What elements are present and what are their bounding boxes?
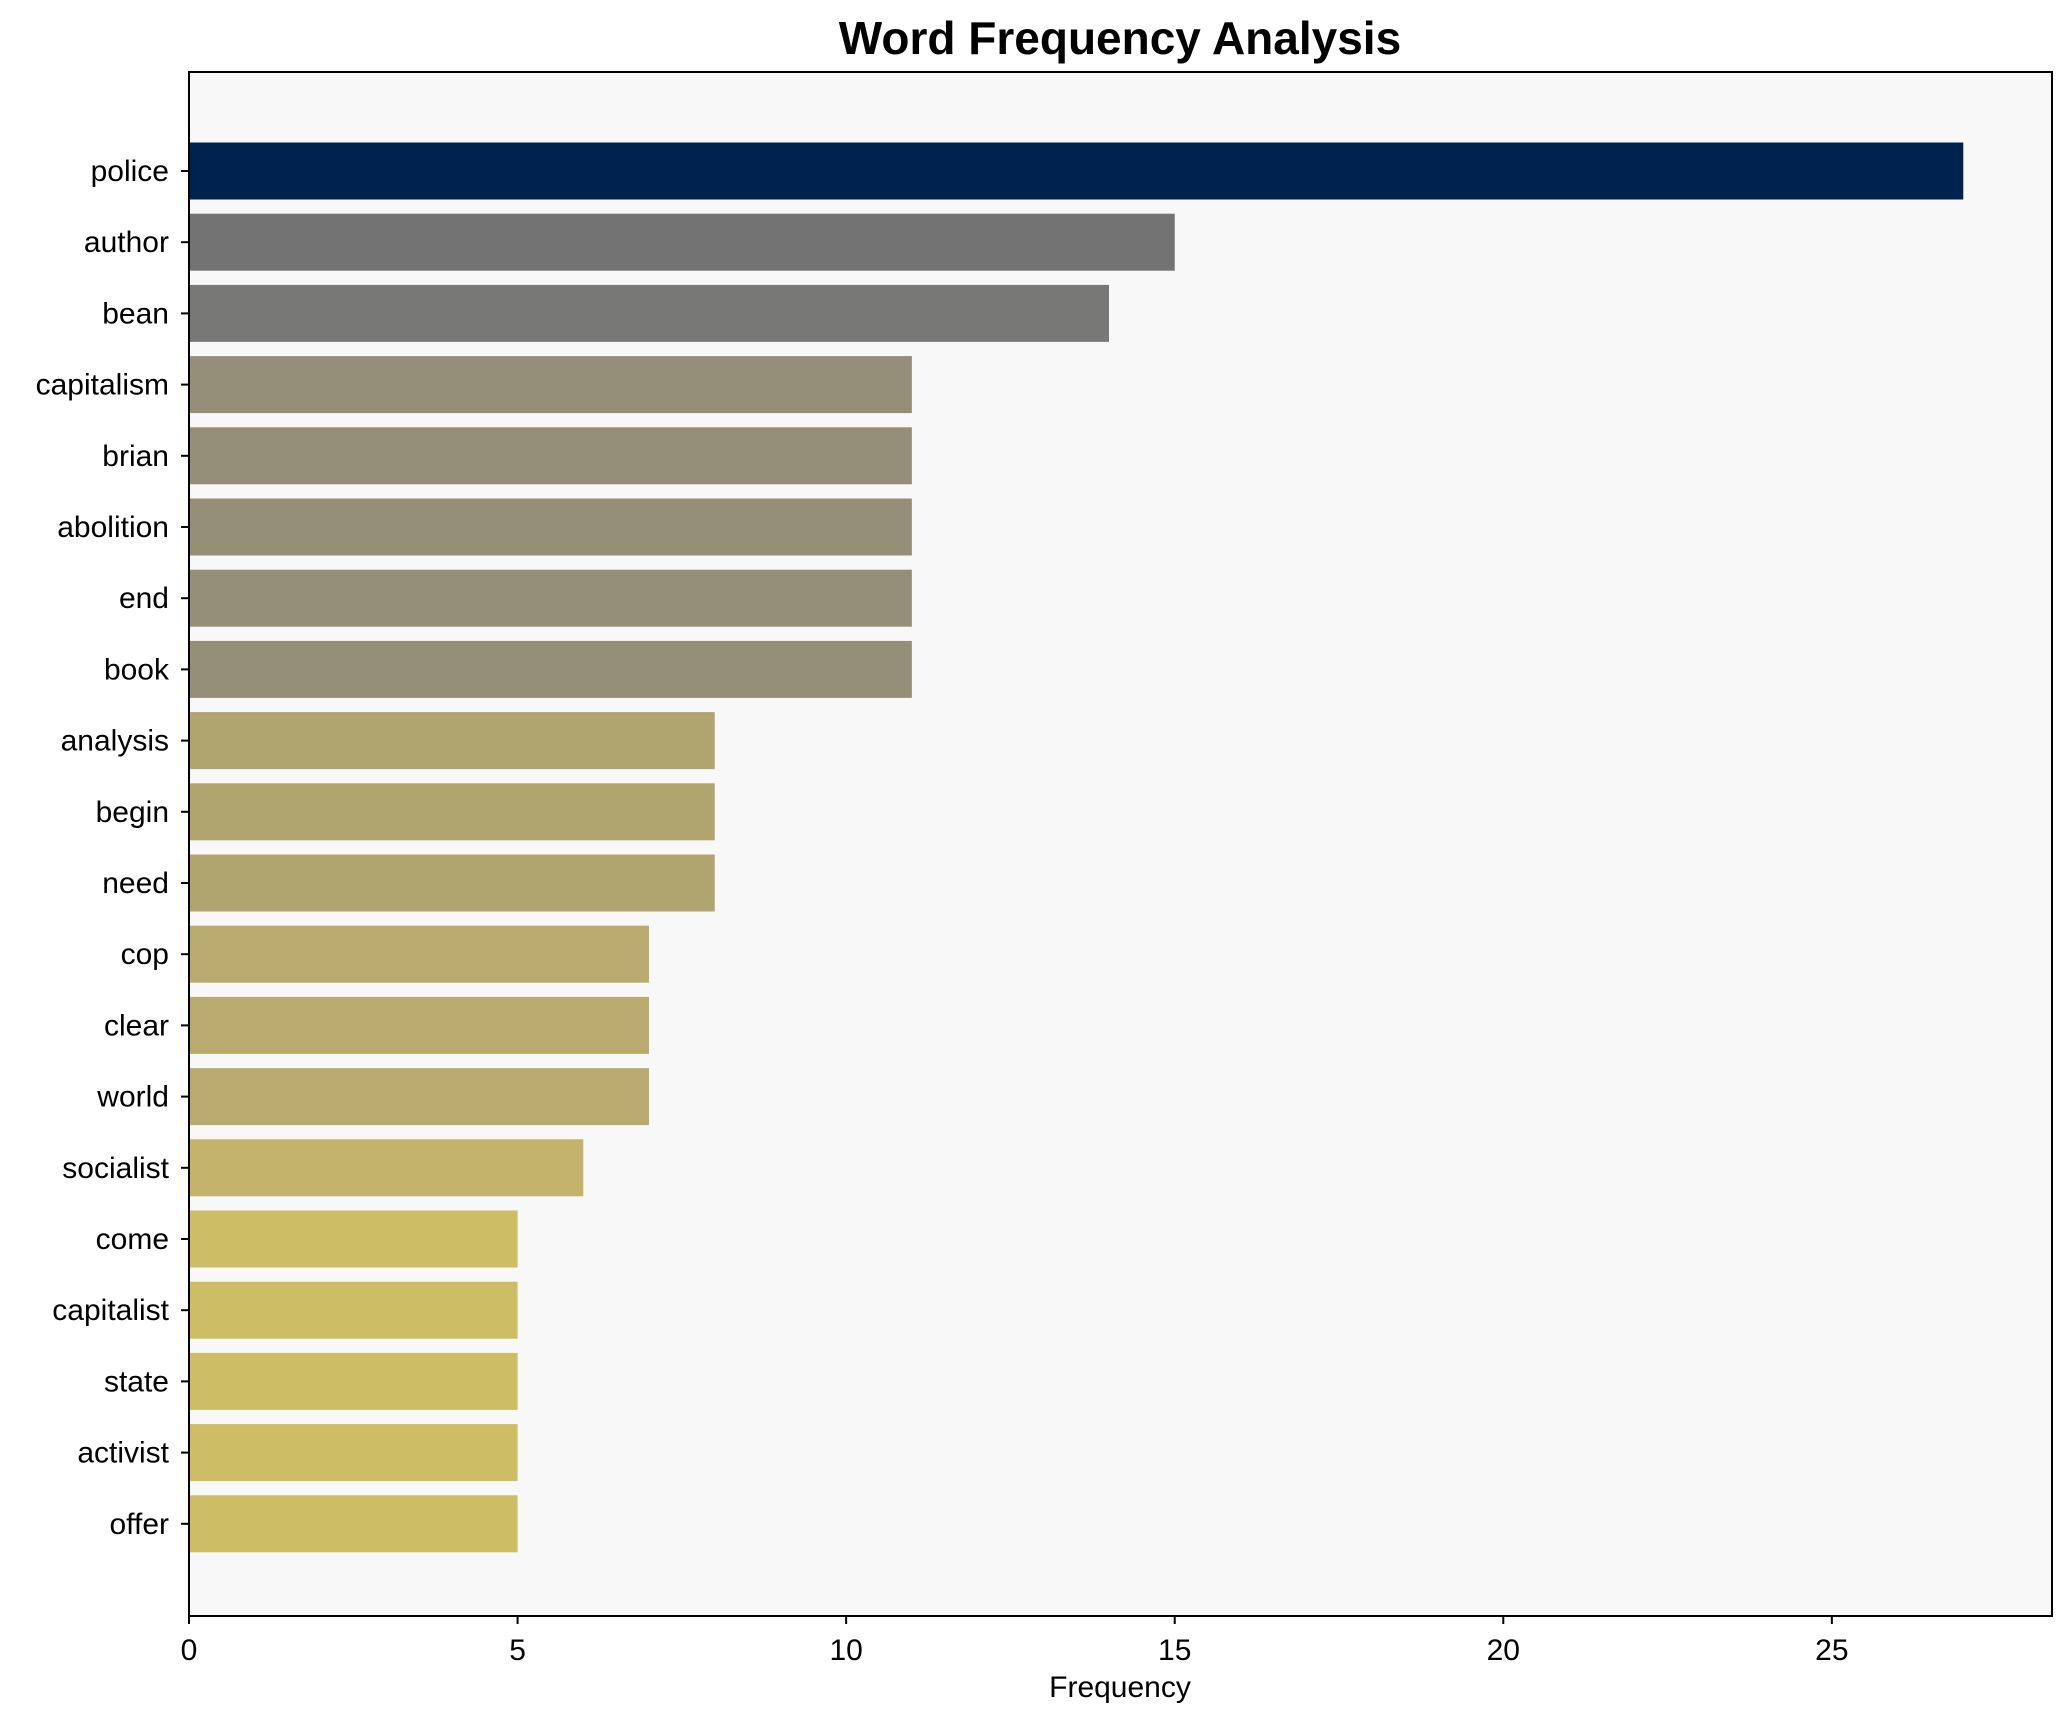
bars-group [189,142,1964,1553]
x-tick-label-25: 25 [1815,1634,1848,1667]
bar-activist [189,1424,518,1482]
bar-bean [189,284,1109,342]
bar-begin [189,783,715,841]
bar-end [189,569,912,627]
bar-author [189,213,1175,271]
bar-state [189,1352,518,1410]
y-tick-label-activist: activist [77,1437,169,1470]
bar-need [189,854,715,912]
bar-offer [189,1495,518,1553]
bar-come [189,1210,518,1268]
x-axis-ticks: 0 5 10 15 20 25 [181,1616,1849,1667]
x-tick-label-5: 5 [509,1634,526,1667]
y-tick-label-book: book [104,653,170,686]
y-tick-label-state: state [104,1365,169,1398]
y-tick-label-bean: bean [102,297,169,330]
bar-analysis [189,712,715,770]
chart-title: Word Frequency Analysis [839,12,1401,64]
y-tick-label-abolition: abolition [57,511,169,544]
y-tick-label-police: police [91,155,169,188]
bar-cop [189,925,649,983]
y-tick-label-author: author [84,226,169,259]
y-tick-label-need: need [102,867,169,900]
y-tick-label-capitalist: capitalist [52,1294,169,1327]
bar-book [189,640,912,698]
y-tick-label-capitalism: capitalism [36,369,169,402]
x-axis-label: Frequency [1049,1671,1191,1704]
y-tick-label-end: end [119,582,169,615]
bar-capitalist [189,1281,518,1339]
y-tick-label-clear: clear [104,1009,169,1042]
bar-clear [189,996,649,1054]
y-tick-label-socialist: socialist [62,1152,169,1185]
plot-frame [188,71,2053,1617]
bar-brian [189,427,912,485]
bar-world [189,1068,649,1126]
bar-socialist [189,1139,584,1197]
y-tick-label-offer: offer [110,1508,170,1541]
x-tick-label-20: 20 [1487,1634,1520,1667]
x-tick-label-15: 15 [1158,1634,1191,1667]
bar-capitalism [189,356,912,414]
y-axis-ticks: police author bean capitalism brian abolition… [36,155,189,1541]
x-tick-label-10: 10 [829,1634,862,1667]
y-tick-label-analysis: analysis [61,725,169,758]
y-tick-label-cop: cop [121,938,169,971]
y-tick-label-begin: begin [96,796,169,829]
x-tick-label-0: 0 [181,1634,198,1667]
y-tick-label-brian: brian [102,440,169,473]
y-tick-label-world: world [96,1081,169,1114]
bar-abolition [189,498,912,556]
bar-police [189,142,1964,200]
y-tick-label-come: come [96,1223,169,1256]
